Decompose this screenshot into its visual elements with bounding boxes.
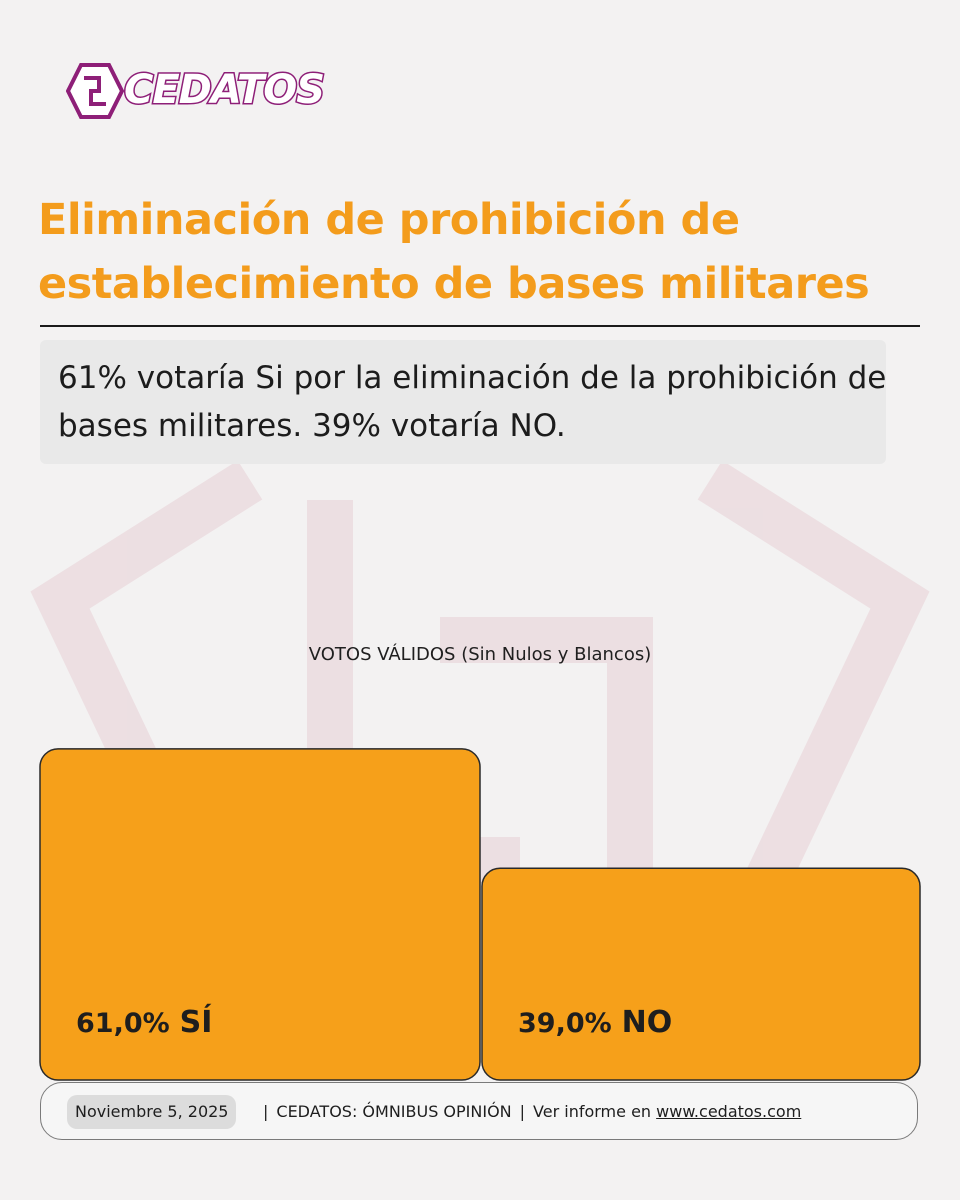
footer-report-prefix: Ver informe en <box>533 1102 652 1121</box>
page-title: Eliminación de prohibición de establecim… <box>38 195 870 309</box>
footer-date: Noviembre 5, 2025 <box>67 1095 237 1129</box>
cedatos-logo: CEDATOS <box>66 62 327 120</box>
cedatos-hexagon-icon <box>66 63 124 119</box>
footer-separator: | <box>519 1102 526 1121</box>
subtitle-text: 61% votaría Si por la eliminación de la … <box>58 360 887 444</box>
brand-name: CEDATOS <box>122 66 326 115</box>
category-label: SÍ <box>180 1004 213 1040</box>
title-divider <box>40 325 920 327</box>
bar-label-no: 39,0% NO <box>518 1005 672 1040</box>
bar-label-si: 61,0% SÍ <box>76 1004 212 1040</box>
subtitle-box <box>40 340 886 464</box>
data-label: 61,0% <box>76 1008 170 1039</box>
data-label: 39,0% <box>518 1008 612 1039</box>
report-link[interactable]: www.cedatos.com <box>656 1102 802 1121</box>
footer-info: | CEDATOS: ÓMNIBUS OPINIÓN | Ver informe en… <box>255 1095 801 1129</box>
category-label: NO <box>622 1005 673 1040</box>
footer-bar: Noviembre 5, 2025 | CEDATOS: ÓMNIBUS OPIN… <box>40 1082 918 1140</box>
chart-title: VOTOS VÁLIDOS (Sin Nulos y Blancos) <box>308 644 652 665</box>
bar-no <box>481 867 921 1081</box>
footer-separator: | <box>263 1102 269 1121</box>
footer-source: CEDATOS: ÓMNIBUS OPINIÓN <box>276 1102 512 1121</box>
bar-si <box>39 748 481 1081</box>
